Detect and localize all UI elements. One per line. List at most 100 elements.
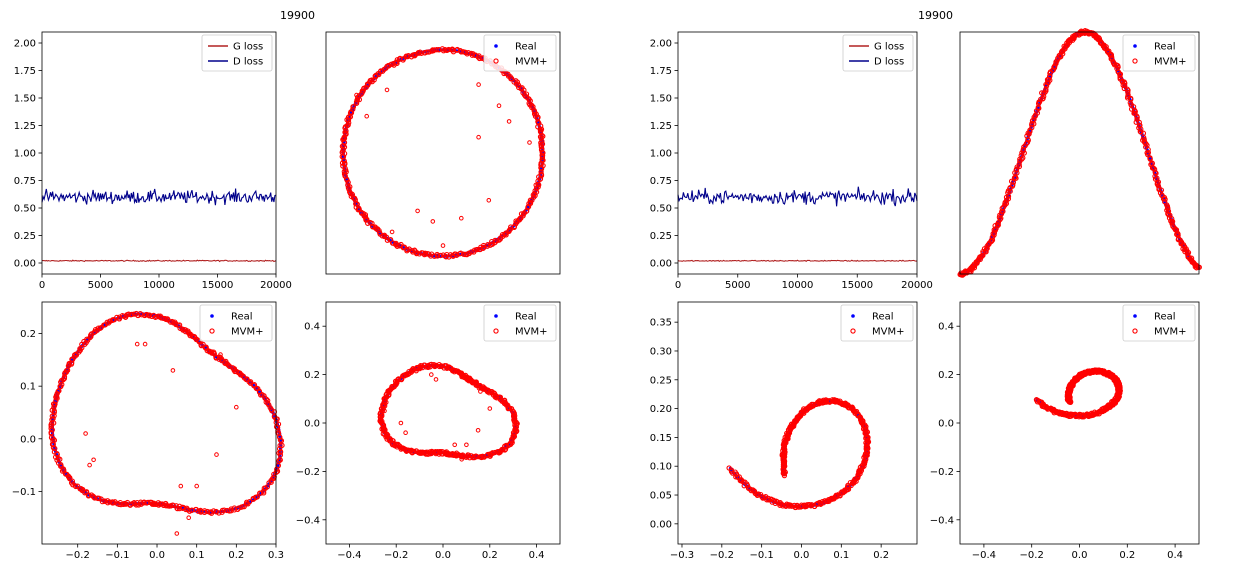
x-tick-label: 0.3 <box>268 550 284 561</box>
x-tick-label: 5000 <box>725 280 750 291</box>
generated-point <box>62 370 68 377</box>
legend-label: MVM+ <box>872 327 904 338</box>
generated-point <box>1153 170 1159 176</box>
generated-point <box>353 201 359 207</box>
generated-point <box>414 249 420 256</box>
generated-point <box>277 437 284 443</box>
generated-point <box>392 378 399 384</box>
legend-box <box>1122 34 1196 72</box>
generated-outlier-point <box>87 462 92 468</box>
panel-loss-left: 0 5000 10000 15000 200000.000.250.500.751.00… <box>14 31 292 291</box>
generated-point <box>457 48 464 54</box>
generated-point <box>1133 119 1139 125</box>
generated-point <box>222 360 228 366</box>
y-tick-label: 0.1 <box>20 382 36 393</box>
generated-point <box>1063 43 1070 49</box>
panel-blob-small: −0.4 −0.2 0.0 0.2 0.4−0.4−0.20.00.20.4RealMV… <box>296 301 561 561</box>
series-line-d-loss <box>677 186 918 207</box>
generated-point <box>539 149 545 156</box>
x-tick-label: 0.2 <box>228 550 244 561</box>
generated-point <box>350 104 356 110</box>
legend-label: G loss <box>233 42 263 53</box>
legend-label: Real <box>1154 42 1176 53</box>
generated-point <box>1169 221 1175 227</box>
y-tick-label: 1.00 <box>14 149 36 160</box>
y-tick-label: 1.50 <box>650 94 672 105</box>
generated-point <box>733 474 739 480</box>
y-tick-label: 0.30 <box>650 346 672 357</box>
x-tick-label: −0.3 <box>670 550 694 561</box>
generated-point <box>1021 144 1027 150</box>
generated-outlier-point <box>186 515 191 521</box>
legend-swatch <box>210 314 214 318</box>
generated-point <box>824 398 830 404</box>
generated-outlier-point <box>142 341 148 347</box>
generated-outlier-point <box>91 457 96 463</box>
generated-point <box>267 404 273 411</box>
x-tick-label: 0.0 <box>794 550 810 561</box>
legend-box <box>483 34 557 72</box>
y-tick-label: 0.0 <box>20 434 36 445</box>
generated-point <box>1147 156 1153 162</box>
y-tick-label: 0.4 <box>304 322 320 333</box>
legend-swatch <box>494 314 498 318</box>
x-tick-label: 0 <box>39 280 45 291</box>
generated-point <box>261 490 267 496</box>
generated-outlier-point <box>174 531 180 536</box>
y-tick-label: 0.25 <box>650 231 672 242</box>
series-generated-points <box>48 310 285 536</box>
legend-label: D loss <box>233 57 263 68</box>
generated-point <box>145 499 151 506</box>
generated-outlier-point <box>354 92 359 98</box>
generated-point <box>422 50 428 56</box>
generated-point <box>383 234 390 240</box>
x-tick-label: 0 <box>675 280 681 291</box>
generated-point <box>394 444 400 450</box>
generated-point <box>201 509 208 516</box>
y-tick-label: 1.00 <box>650 149 672 160</box>
series-generated-points <box>377 361 520 462</box>
generated-point <box>231 507 237 513</box>
generated-outlier-point <box>487 406 493 411</box>
legend-label: Real <box>231 312 253 323</box>
generated-point <box>518 211 525 217</box>
generated-outlier-point <box>403 430 408 436</box>
generated-point <box>1122 82 1128 89</box>
generated-point <box>52 445 58 452</box>
y-tick-label: 0.15 <box>650 433 672 444</box>
legend-label: MVM+ <box>1154 57 1186 68</box>
generated-point <box>1036 99 1043 105</box>
generated-point <box>69 356 75 362</box>
generated-point <box>142 312 148 319</box>
generated-point <box>1016 163 1023 170</box>
x-tick-label: 10000 <box>782 280 814 291</box>
axes-frame <box>325 31 561 275</box>
generated-outlier-point <box>433 377 439 382</box>
generated-point <box>88 333 94 340</box>
generated-outlier-point <box>83 431 88 436</box>
generated-outlier-point <box>389 229 395 235</box>
y-tick-label: 1.25 <box>650 121 672 132</box>
series-generated-points <box>339 46 546 260</box>
generated-point <box>989 237 996 243</box>
generated-outlier-point <box>178 483 184 489</box>
generated-point <box>1005 193 1012 199</box>
generated-point <box>1039 90 1045 96</box>
generated-point <box>1134 114 1140 120</box>
generated-outlier-point <box>398 420 404 426</box>
generated-point <box>1150 165 1157 171</box>
generated-point <box>216 510 222 516</box>
generated-point <box>791 502 797 509</box>
generated-point <box>535 181 541 187</box>
generated-outlier-point <box>475 428 481 433</box>
generated-point <box>511 412 517 418</box>
generated-outlier-point <box>506 119 512 124</box>
generated-outlier-point <box>134 341 140 347</box>
x-tick-label: 15000 <box>841 280 873 291</box>
x-tick-label: 0.0 <box>435 550 451 561</box>
generated-point <box>499 446 505 453</box>
